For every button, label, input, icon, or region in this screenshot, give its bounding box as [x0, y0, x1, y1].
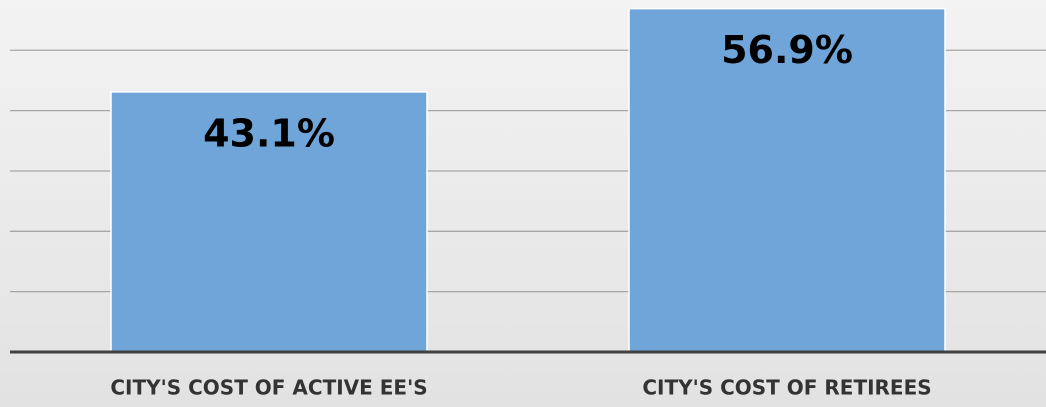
bar	[110, 91, 428, 353]
x-tick-label: CITY'S COST OF RETIREES	[642, 376, 931, 400]
data-label: 56.9%	[721, 28, 853, 72]
bar	[628, 7, 946, 353]
data-label: 43.1%	[203, 111, 335, 155]
x-tick-label: CITY'S COST OF ACTIVE EE'S	[110, 376, 427, 400]
